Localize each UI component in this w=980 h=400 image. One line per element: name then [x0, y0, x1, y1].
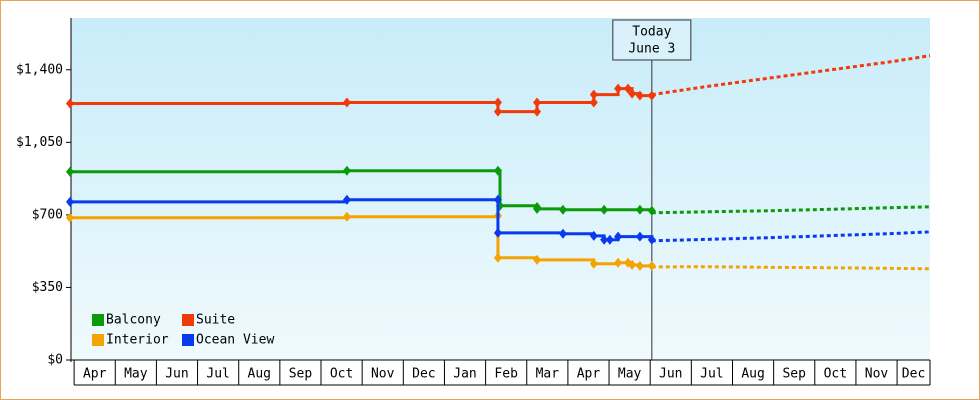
x-tick-label: May	[124, 367, 148, 382]
x-tick-label: Dec	[902, 367, 925, 382]
price-point	[493, 252, 502, 263]
price-point	[533, 254, 542, 265]
forecast-line	[651, 230, 931, 243]
price-point	[66, 98, 74, 109]
price-point	[635, 90, 644, 101]
legend-swatch	[92, 314, 104, 326]
x-tick-label: Feb	[494, 367, 518, 382]
y-tick-label: $1,400	[16, 62, 63, 77]
x-tick-label: Jul	[206, 367, 229, 382]
y-tick-label: $0	[47, 353, 63, 368]
x-tick-label: Dec	[412, 367, 435, 382]
legend-swatch	[182, 334, 194, 346]
x-tick-label: Apr	[577, 367, 601, 382]
x-tick-label: Sep	[782, 367, 806, 382]
price-point	[342, 97, 351, 108]
price-point	[589, 230, 598, 241]
price-point	[647, 205, 656, 216]
price-point	[589, 97, 598, 108]
legend-label: Interior	[106, 333, 169, 348]
today-label: Today	[632, 25, 671, 40]
x-tick-label: Jul	[700, 367, 723, 382]
price-point	[342, 211, 351, 222]
price-point	[493, 194, 502, 205]
legend-swatch	[182, 314, 194, 326]
price-point	[614, 83, 623, 94]
price-point	[533, 97, 542, 108]
x-tick-label: Sep	[289, 367, 313, 382]
price-point	[533, 203, 542, 214]
today-box	[612, 19, 692, 61]
price-point	[533, 106, 542, 117]
price-point	[66, 166, 74, 177]
x-tick-label: Oct	[330, 367, 353, 382]
x-tick-label: Mar	[536, 367, 560, 382]
price-point	[635, 231, 644, 242]
price-point	[647, 260, 656, 271]
price-point	[493, 227, 502, 238]
price-point	[605, 234, 614, 245]
price-point	[589, 258, 598, 269]
x-tick-label: Jun	[165, 367, 188, 382]
price-point	[493, 165, 502, 176]
price-point	[589, 89, 598, 100]
price-point	[635, 204, 644, 215]
legend-label: Balcony	[106, 313, 161, 328]
x-tick-label: Oct	[824, 367, 847, 382]
y-tick-label: $350	[32, 280, 63, 295]
forecast-line	[651, 54, 931, 97]
price-point	[66, 212, 74, 223]
x-tick-label: Nov	[865, 367, 889, 382]
price-point	[493, 97, 502, 108]
price-point	[628, 259, 637, 270]
x-tick-label: Apr	[83, 367, 107, 382]
legend-swatch	[92, 334, 104, 346]
price-point	[600, 204, 609, 215]
x-tick-label: Aug	[741, 367, 764, 382]
price-point	[342, 165, 351, 176]
price-point	[628, 88, 637, 99]
price-point	[647, 90, 656, 101]
price-point	[558, 228, 567, 239]
price-point	[493, 106, 502, 117]
price-point	[623, 83, 632, 94]
x-tick-label: Nov	[371, 367, 395, 382]
price-point	[600, 234, 609, 245]
y-tick-label: $1,050	[16, 135, 63, 150]
legend-label: Suite	[196, 313, 235, 328]
price-point	[558, 204, 567, 215]
price-point	[614, 231, 623, 242]
price-point	[342, 194, 351, 205]
today-label: June 3	[628, 42, 675, 57]
x-tick-label: Jan	[453, 367, 476, 382]
x-tick-label: Jun	[659, 367, 682, 382]
y-tick-label: $700	[32, 207, 63, 222]
price-point	[66, 196, 74, 207]
legend-label: Ocean View	[196, 333, 274, 348]
price-point	[635, 260, 644, 271]
x-tick-label: Aug	[248, 367, 271, 382]
forecast-line	[651, 265, 931, 271]
price-point	[614, 257, 623, 268]
forecast-line	[651, 205, 931, 215]
x-tick-label: May	[618, 367, 642, 382]
price-point	[647, 234, 656, 245]
